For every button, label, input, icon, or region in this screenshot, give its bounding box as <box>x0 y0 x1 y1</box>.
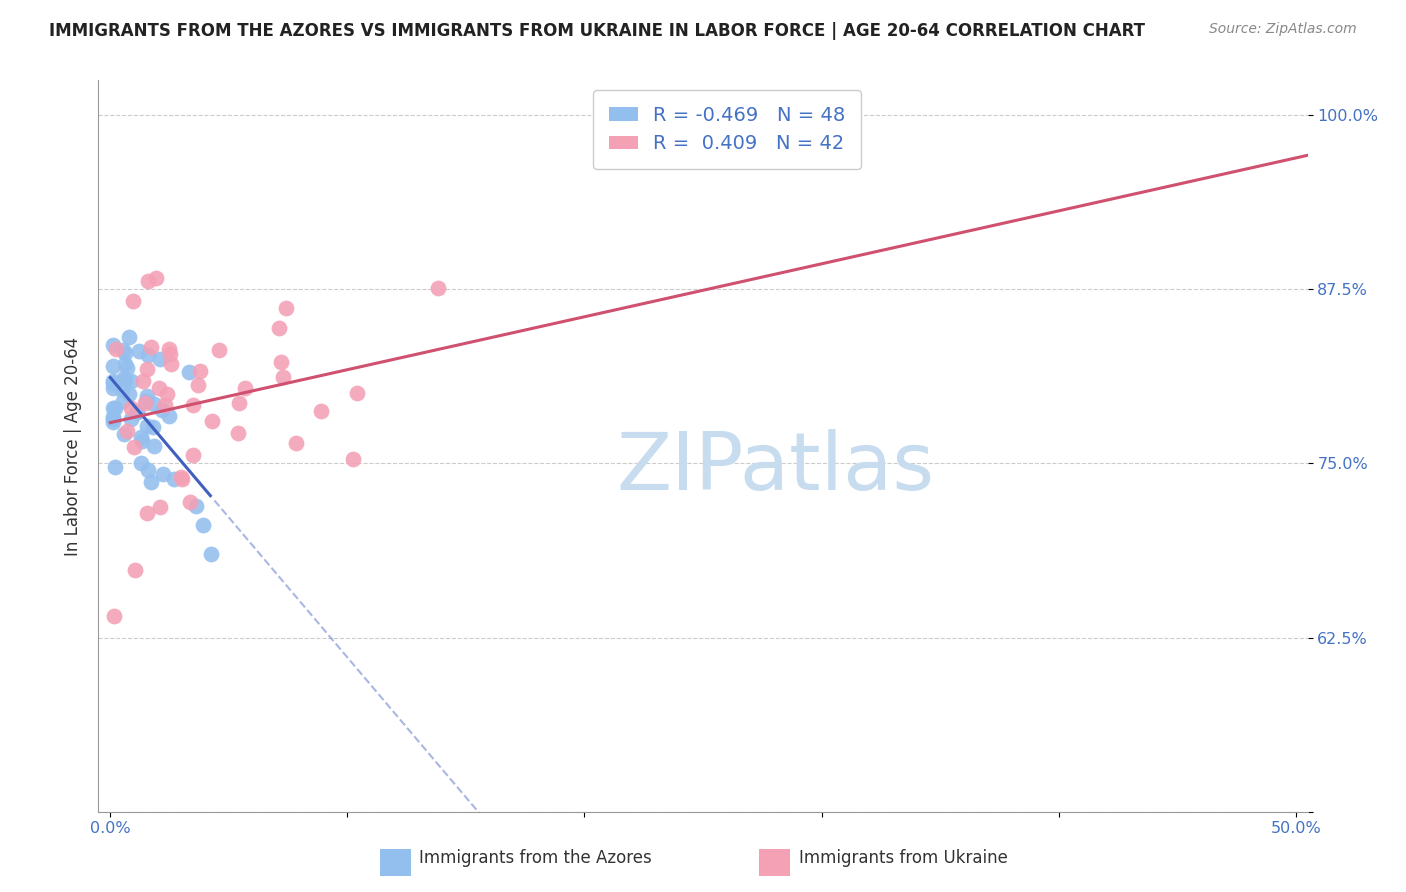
Text: Immigrants from the Azores: Immigrants from the Azores <box>419 849 652 867</box>
Point <box>181 448 204 462</box>
Point <box>142 420 165 434</box>
Point <box>120 412 142 426</box>
Point <box>157 409 180 424</box>
Point <box>104 342 127 356</box>
Point <box>267 321 290 335</box>
Point <box>125 404 148 418</box>
Point <box>128 343 150 358</box>
Point <box>114 373 136 387</box>
Point <box>103 608 125 623</box>
Point <box>136 389 159 403</box>
Point <box>179 495 201 509</box>
Point <box>200 547 222 561</box>
Point <box>114 357 136 371</box>
Legend: R = -0.469   N = 48, R =  0.409   N = 42: R = -0.469 N = 48, R = 0.409 N = 42 <box>593 90 862 169</box>
Point <box>226 425 249 440</box>
Point <box>170 470 193 484</box>
Point <box>112 371 135 385</box>
Point <box>124 563 146 577</box>
Point <box>187 378 209 392</box>
Point <box>170 472 193 486</box>
Point <box>139 475 162 490</box>
Point <box>101 376 124 390</box>
Point <box>274 301 297 316</box>
Point <box>136 418 159 433</box>
Point <box>114 345 136 359</box>
Point <box>111 393 134 408</box>
Point <box>112 343 135 358</box>
Point <box>101 374 124 388</box>
Point <box>131 434 153 448</box>
Point <box>120 401 142 416</box>
Point <box>284 435 307 450</box>
Point <box>427 281 450 295</box>
Point <box>101 337 124 351</box>
Point <box>150 403 173 417</box>
Text: IMMIGRANTS FROM THE AZORES VS IMMIGRANTS FROM UKRAINE IN LABOR FORCE | AGE 20-64: IMMIGRANTS FROM THE AZORES VS IMMIGRANTS… <box>49 22 1146 40</box>
Point <box>115 424 138 438</box>
Point <box>157 342 180 356</box>
Point <box>104 401 127 415</box>
Point <box>163 472 186 486</box>
Text: ZIPatlas: ZIPatlas <box>616 429 935 507</box>
Point <box>117 330 139 344</box>
Point <box>186 500 208 514</box>
Point <box>136 506 159 520</box>
Point <box>145 271 167 285</box>
Point <box>101 359 124 373</box>
Point <box>101 410 124 425</box>
Y-axis label: In Labor Force | Age 20-64: In Labor Force | Age 20-64 <box>63 336 82 556</box>
Point <box>135 362 157 376</box>
Point <box>188 364 211 378</box>
Point <box>309 404 332 418</box>
Point <box>142 439 165 453</box>
Point <box>159 347 181 361</box>
Point <box>149 500 172 514</box>
Point <box>152 467 174 481</box>
Point <box>101 401 124 415</box>
Point <box>208 343 231 358</box>
Point <box>112 427 135 442</box>
Point <box>117 360 139 375</box>
Point <box>228 396 250 410</box>
Text: Immigrants from Ukraine: Immigrants from Ukraine <box>799 849 1008 867</box>
Point <box>156 386 179 401</box>
Point <box>270 355 292 369</box>
Point <box>273 370 295 384</box>
Point <box>233 381 256 395</box>
Point <box>129 430 152 444</box>
Point <box>193 518 215 533</box>
Point <box>136 348 159 362</box>
Point <box>104 459 127 474</box>
Point <box>148 381 170 395</box>
Point <box>101 415 124 429</box>
Point <box>101 380 124 394</box>
Point <box>149 351 172 366</box>
Point <box>134 393 156 408</box>
Point <box>177 366 200 380</box>
Point <box>129 457 152 471</box>
Point <box>181 398 204 412</box>
Point <box>122 440 145 454</box>
Point <box>201 414 224 428</box>
Point <box>120 374 142 388</box>
Point <box>160 357 183 371</box>
Point <box>131 374 153 388</box>
Point <box>122 293 145 308</box>
Text: Source: ZipAtlas.com: Source: ZipAtlas.com <box>1209 22 1357 37</box>
Point <box>118 387 141 401</box>
Point <box>101 412 124 426</box>
Point <box>136 274 159 288</box>
Point <box>342 452 364 467</box>
Point <box>142 397 165 411</box>
Point <box>111 384 134 398</box>
Point <box>125 405 148 419</box>
Point <box>136 463 159 477</box>
Point <box>153 398 176 412</box>
Point <box>139 340 162 354</box>
Point <box>346 385 368 400</box>
Point <box>134 396 156 410</box>
